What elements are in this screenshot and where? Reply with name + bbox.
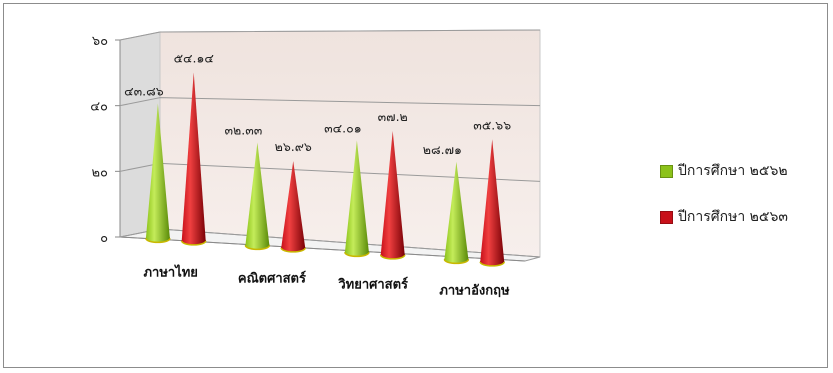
gridlines bbox=[119, 29, 541, 258]
cone-2-3[interactable] bbox=[379, 130, 406, 260]
legend-swatch-series-2 bbox=[660, 210, 673, 224]
category-label-3: วิทยาศาสตร์ bbox=[338, 276, 408, 292]
data-label-2-1: ๕๔.๑๔ bbox=[174, 50, 214, 65]
cone-1-1[interactable] bbox=[145, 103, 171, 244]
category-label-1: ภาษาไทย bbox=[143, 263, 197, 280]
legend-item-series-2[interactable]: ปีการศึกษา ๒๕๖๓ bbox=[660, 206, 788, 228]
gridline bbox=[119, 29, 541, 41]
data-label-2-4: ๓๕.๖๖ bbox=[473, 117, 511, 132]
legend-label-series-2: ปีการศึกษา ๒๕๖๓ bbox=[678, 209, 788, 225]
legend-item-series-1[interactable]: ปีการศึกษา ๒๕๖๒ bbox=[660, 160, 788, 182]
y-tick-label: ๖๐ bbox=[92, 34, 108, 49]
cone-2-4[interactable] bbox=[479, 139, 505, 267]
cone-1-2[interactable] bbox=[244, 142, 271, 251]
gridline bbox=[119, 97, 541, 107]
y-axis: ๐ ๒๐ ๔๐ ๖๐ bbox=[90, 34, 120, 246]
x-axis: ภาษาไทย คณิตศาสตร์ วิทยาศาสตร์ ภาษาอังกฤษ bbox=[143, 263, 510, 298]
data-label-2-2: ๒๖.๙๖ bbox=[275, 139, 312, 154]
data-label-1-4: ๒๘.๗๑ bbox=[423, 142, 462, 157]
cone-series bbox=[145, 72, 505, 267]
legend-label-series-1: ปีการศึกษา ๒๕๖๒ bbox=[678, 163, 788, 179]
cone-1-3[interactable] bbox=[344, 140, 370, 258]
cone-2-2[interactable] bbox=[280, 161, 306, 253]
legend-swatch-series-1 bbox=[660, 164, 673, 178]
data-label-1-2: ๓๒.๓๓ bbox=[224, 122, 262, 137]
data-label-2-3: ๓๗.๒ bbox=[378, 109, 408, 124]
cone-1-4[interactable] bbox=[443, 161, 470, 265]
category-label-4: ภาษาอังกฤษ bbox=[439, 283, 510, 298]
y-tick-label: ๔๐ bbox=[90, 100, 108, 115]
data-label-1-1: ๔๓.๘๖ bbox=[124, 84, 164, 99]
y-tick-label: ๒๐ bbox=[91, 165, 108, 180]
cone-2-1[interactable] bbox=[180, 72, 207, 246]
data-label-1-3: ๓๔.๐๑ bbox=[324, 120, 362, 135]
y-tick-label: ๐ bbox=[100, 231, 108, 246]
category-label-2: คณิตศาสตร์ bbox=[238, 270, 306, 286]
